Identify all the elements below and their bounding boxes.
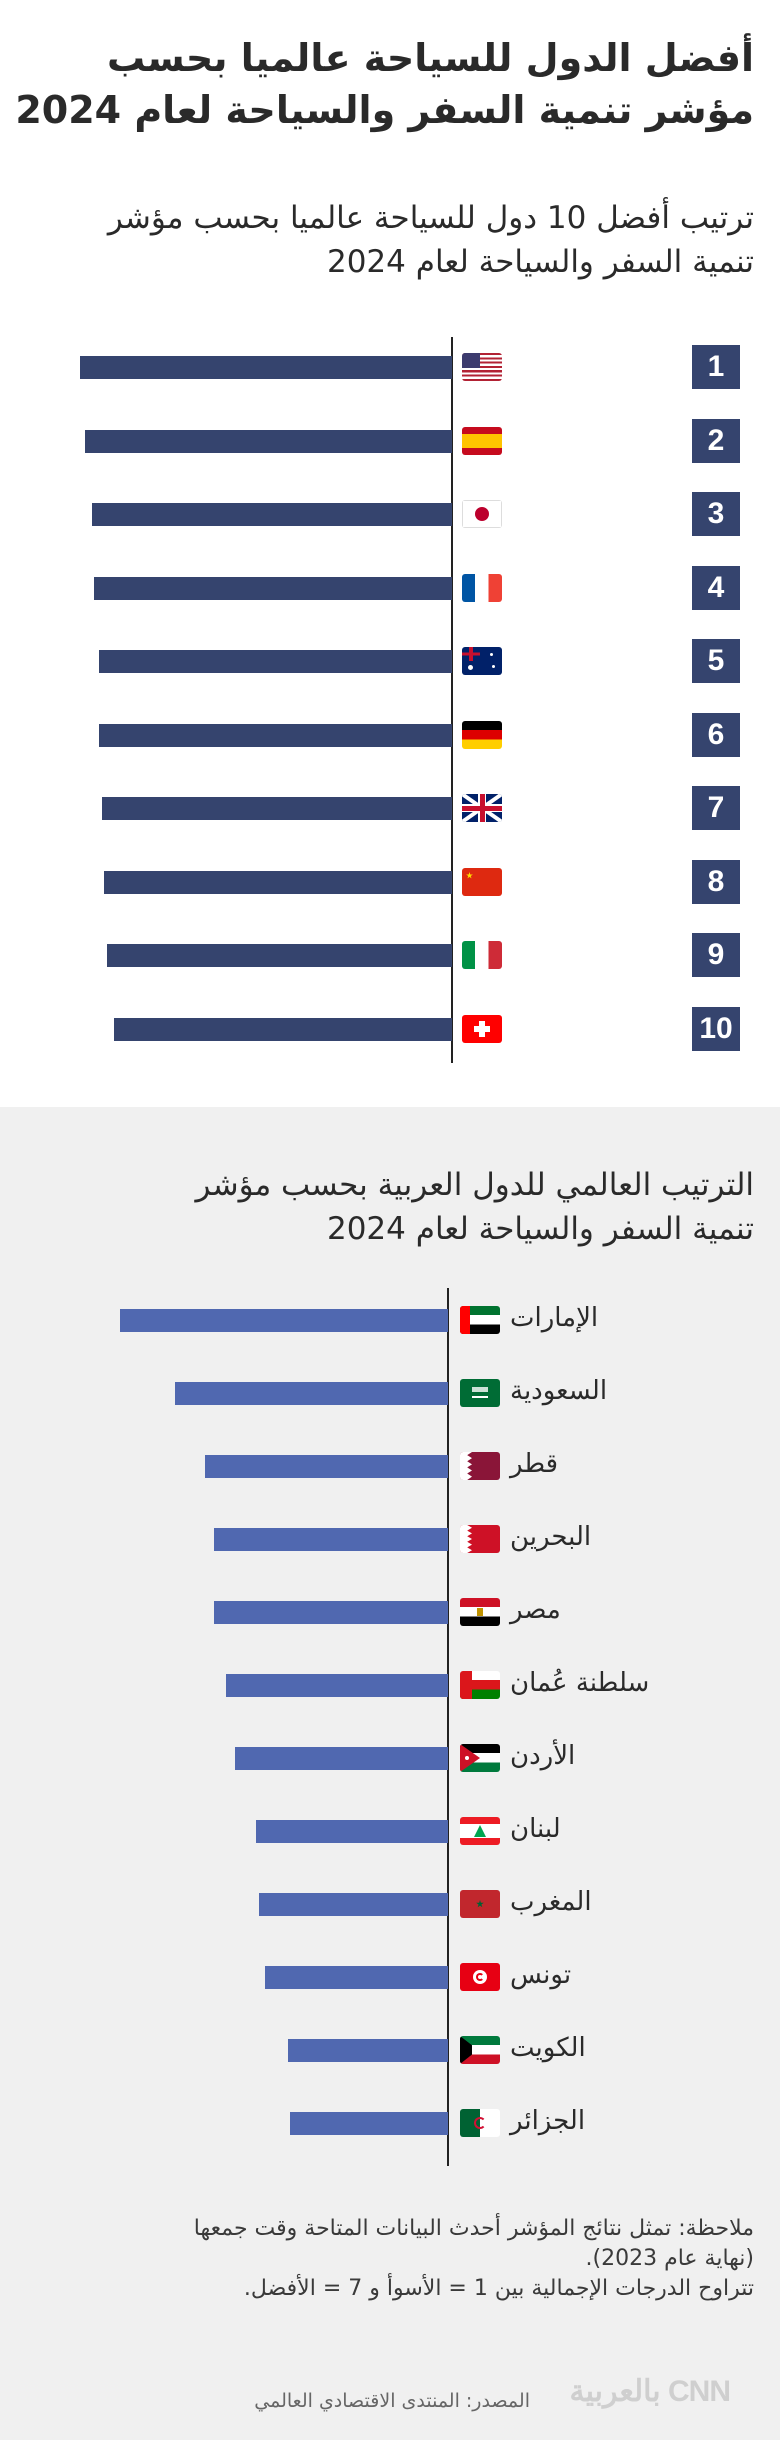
jo-flag-icon [460, 1744, 500, 1772]
country-name: سلطنة عُمان [510, 1668, 650, 1698]
eg-flag-icon [460, 1598, 500, 1626]
score-bar [114, 1018, 452, 1041]
top10-subtitle-line-1: ترتيب أفضل 10 دول للسياحة عالميا بحسب مؤ… [107, 200, 754, 236]
de-flag-icon [462, 721, 502, 749]
top10-axis-line [451, 337, 453, 1063]
cnn-arabic-logo: CNN بالعربية [569, 2375, 731, 2408]
rank-badge: 8 [692, 860, 740, 904]
score-bar [92, 503, 452, 526]
country-name: الأردن [510, 1741, 576, 1771]
country-name: لبنان [510, 1814, 561, 1844]
country-name: الكويت [510, 2033, 586, 2063]
note-line-2: (نهاية عام 2023). [585, 2246, 754, 2271]
om-flag-icon [460, 1671, 500, 1699]
rank-badge: 1 [692, 345, 740, 389]
au-flag-icon [462, 647, 502, 675]
rank-badge: 3 [692, 492, 740, 536]
country-name: المغرب [510, 1887, 592, 1917]
cn-flag-icon [462, 868, 502, 896]
score-bar [259, 1893, 448, 1916]
score-bar [99, 650, 452, 673]
rank-badge: 6 [692, 713, 740, 757]
score-bar [265, 1966, 448, 1989]
top10-subtitle: ترتيب أفضل 10 دول للسياحة عالميا بحسب مؤ… [14, 196, 754, 284]
score-bar [214, 1601, 448, 1624]
score-bar [104, 871, 452, 894]
title-line-2: مؤشر تنمية السفر والسياحة لعام 2024 [15, 88, 754, 132]
score-bar [290, 2112, 448, 2135]
tn-flag-icon [460, 1963, 500, 1991]
country-name: قطر [510, 1449, 559, 1479]
gb-flag-icon [462, 794, 502, 822]
rank-badge: 10 [692, 1007, 740, 1051]
score-bar [120, 1309, 448, 1332]
score-bar [102, 797, 452, 820]
es-flag-icon [462, 427, 502, 455]
page-title: أفضل الدول للسياحة عالميا بحسب مؤشر تنمي… [14, 32, 754, 136]
country-name: تونس [510, 1960, 572, 1990]
bh-flag-icon [460, 1525, 500, 1553]
score-bar [226, 1674, 448, 1697]
score-bar [80, 356, 452, 379]
country-name: الجزائر [510, 2106, 586, 2136]
note-line-1: ملاحظة: تمثل نتائج المؤشر أحدث البيانات … [193, 2216, 754, 2241]
note-line-3: تتراوح الدرجات الإجمالية بين 1 = الأسوأ … [243, 2276, 754, 2301]
country-name: مصر [510, 1595, 561, 1625]
ch-flag-icon [462, 1015, 502, 1043]
score-bar [205, 1455, 448, 1478]
it-flag-icon [462, 941, 502, 969]
score-bar [288, 2039, 448, 2062]
sa-flag-icon [460, 1379, 500, 1407]
rank-badge: 2 [692, 419, 740, 463]
ae-flag-icon [460, 1306, 500, 1334]
score-bar [107, 944, 452, 967]
rank-badge: 9 [692, 933, 740, 977]
source-credit: المصدر: المنتدى الاقتصادي العالمي [254, 2390, 530, 2412]
score-bar [214, 1528, 448, 1551]
score-bar [85, 430, 452, 453]
score-bar [256, 1820, 448, 1843]
us-flag-icon [462, 353, 502, 381]
country-name: البحرين [510, 1522, 592, 1552]
jp-flag-icon [462, 500, 502, 528]
footnote: ملاحظة: تمثل نتائج المؤشر أحدث البيانات … [14, 2214, 754, 2304]
country-name: السعودية [510, 1376, 608, 1406]
rank-badge: 7 [692, 786, 740, 830]
arab-subtitle: الترتيب العالمي للدول العربية بحسب مؤشر … [14, 1163, 755, 1251]
score-bar [235, 1747, 448, 1770]
rank-badge: 4 [692, 566, 740, 610]
rank-badge: 5 [692, 639, 740, 683]
fr-flag-icon [462, 574, 502, 602]
kw-flag-icon [460, 2036, 500, 2064]
top10-subtitle-line-2: تنمية السفر والسياحة لعام 2024 [326, 244, 754, 280]
arab-subtitle-line-2: تنمية السفر والسياحة لعام 2024 [326, 1211, 754, 1247]
score-bar [94, 577, 452, 600]
score-bar [175, 1382, 448, 1405]
score-bar [99, 724, 452, 747]
arab-axis-line [447, 1288, 449, 2166]
ma-flag-icon [460, 1890, 500, 1918]
lb-flag-icon [460, 1817, 500, 1845]
country-name: الإمارات [510, 1303, 599, 1333]
arab-subtitle-line-1: الترتيب العالمي للدول العربية بحسب مؤشر [195, 1167, 755, 1203]
dz-flag-icon [460, 2109, 500, 2137]
title-line-1: أفضل الدول للسياحة عالميا بحسب [107, 36, 754, 80]
qa-flag-icon [460, 1452, 500, 1480]
